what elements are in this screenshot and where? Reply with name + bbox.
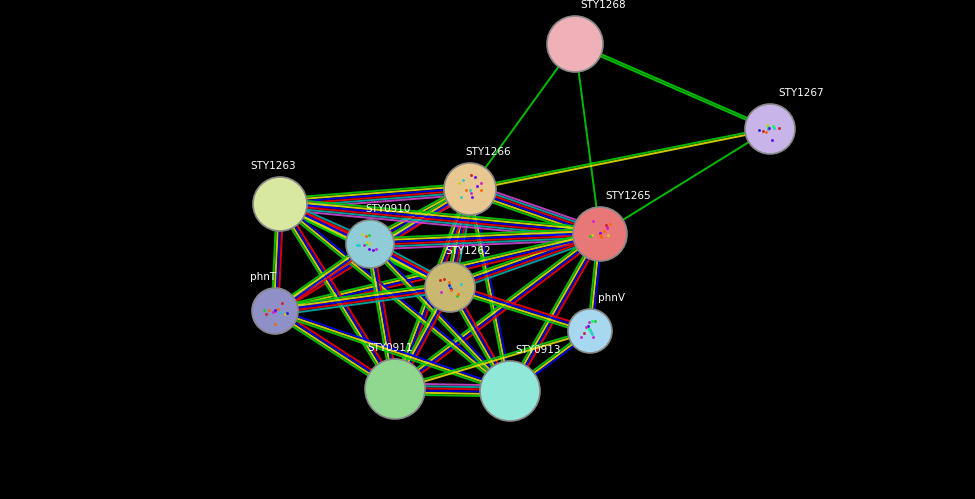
Text: STY0913: STY0913 — [515, 345, 561, 355]
Ellipse shape — [745, 104, 795, 154]
Ellipse shape — [252, 288, 298, 334]
Ellipse shape — [365, 359, 425, 419]
Text: STY1266: STY1266 — [465, 147, 511, 157]
Ellipse shape — [480, 361, 540, 421]
Text: STY1268: STY1268 — [580, 0, 626, 10]
Ellipse shape — [253, 177, 307, 231]
Ellipse shape — [568, 309, 612, 353]
Text: STY0910: STY0910 — [365, 204, 410, 214]
Text: STY1265: STY1265 — [605, 191, 650, 201]
Ellipse shape — [425, 262, 475, 312]
Ellipse shape — [444, 163, 496, 215]
Text: STY1263: STY1263 — [250, 161, 295, 171]
Ellipse shape — [346, 220, 394, 268]
Text: STY0911: STY0911 — [368, 343, 412, 353]
Text: STY1267: STY1267 — [778, 88, 824, 98]
Text: STY1262: STY1262 — [445, 246, 490, 256]
Text: phnV: phnV — [598, 293, 625, 303]
Ellipse shape — [573, 207, 627, 261]
Text: phnT: phnT — [250, 272, 276, 282]
Ellipse shape — [547, 16, 603, 72]
